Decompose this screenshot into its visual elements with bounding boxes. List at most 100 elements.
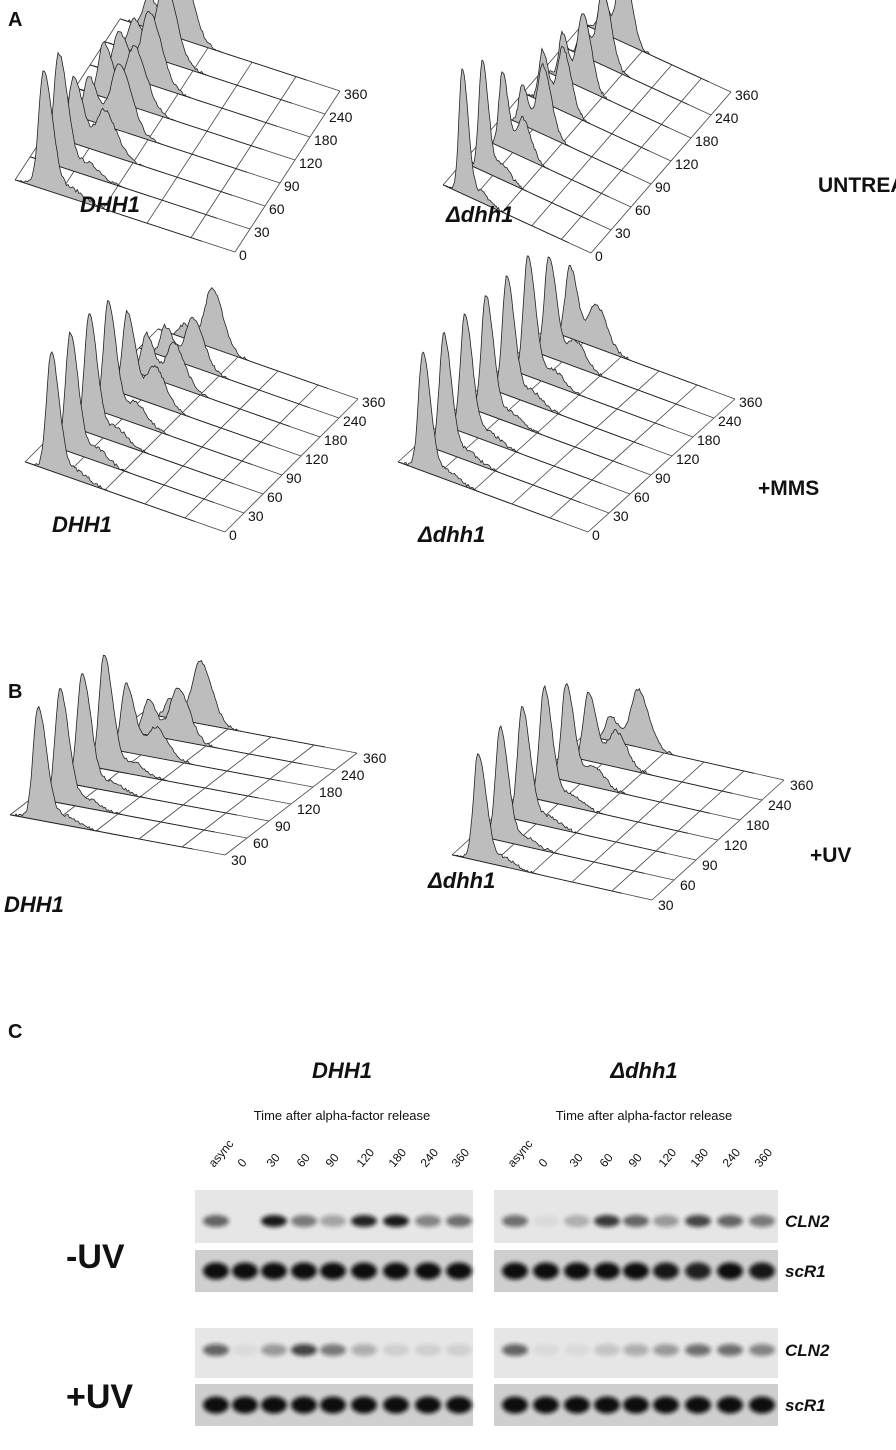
strain-label: Δdhh1 [609, 1058, 677, 1083]
condition-label: +MMS [758, 477, 819, 500]
band [685, 1263, 711, 1280]
band [685, 1344, 711, 1356]
band [446, 1263, 472, 1280]
histogram-stack: 306090120180240360DHH1 [4, 655, 387, 917]
band [383, 1215, 409, 1227]
band [291, 1215, 317, 1227]
time-label: 60 [634, 489, 650, 505]
lane-label: 360 [752, 1145, 776, 1170]
time-label: 0 [592, 527, 600, 543]
lane-label: 120 [354, 1145, 378, 1170]
band [653, 1215, 679, 1227]
band [717, 1397, 743, 1414]
time-label: 180 [697, 432, 721, 448]
lane-label: 90 [323, 1150, 343, 1169]
time-label: 360 [362, 394, 386, 410]
lane-label: 240 [418, 1145, 442, 1170]
lane-label: async [206, 1137, 237, 1170]
band [594, 1263, 620, 1280]
time-label: 360 [363, 750, 387, 766]
band [261, 1215, 287, 1227]
time-label: 0 [595, 248, 603, 264]
time-label: 30 [248, 508, 264, 524]
time-label: 90 [286, 470, 302, 486]
strain-label: DHH1 [80, 192, 140, 217]
time-label: 120 [299, 155, 323, 171]
band [415, 1263, 441, 1280]
panel-label: B [8, 681, 22, 703]
lane-label: 360 [449, 1145, 473, 1170]
time-label: 30 [231, 852, 247, 868]
band [320, 1215, 346, 1227]
band [717, 1263, 743, 1280]
time-label: 30 [658, 897, 674, 913]
band [717, 1344, 743, 1356]
band [502, 1263, 528, 1280]
band [232, 1397, 258, 1414]
lane-label: 120 [656, 1145, 680, 1170]
lane-label: 240 [720, 1145, 744, 1170]
time-label: 120 [305, 451, 329, 467]
band [320, 1263, 346, 1280]
figure: A B C UNTREATED +MMS +UV 030609012018024… [0, 0, 896, 1450]
time-label: 90 [655, 179, 671, 195]
lane-label: 0 [536, 1156, 551, 1170]
band [594, 1344, 620, 1356]
band [415, 1344, 441, 1356]
time-label: 0 [229, 527, 237, 543]
band [594, 1215, 620, 1227]
band [653, 1397, 679, 1414]
time-label: 180 [324, 432, 348, 448]
band [446, 1215, 472, 1227]
band [320, 1344, 346, 1356]
time-label: 60 [635, 202, 651, 218]
time-label: 240 [768, 797, 792, 813]
time-label: 60 [253, 835, 269, 851]
band [415, 1397, 441, 1414]
time-label: 180 [695, 133, 719, 149]
lane-label: 30 [567, 1150, 587, 1169]
band [351, 1397, 377, 1414]
time-label: 120 [297, 801, 321, 817]
panel-label: A [8, 9, 22, 31]
time-label: 90 [275, 818, 291, 834]
band [564, 1215, 590, 1227]
time-label: 180 [746, 817, 770, 833]
band [564, 1263, 590, 1280]
band [623, 1215, 649, 1227]
lane-label: 60 [294, 1150, 314, 1169]
time-label: 90 [702, 857, 718, 873]
band [383, 1263, 409, 1280]
grid-line [588, 399, 735, 532]
time-label: 240 [341, 767, 365, 783]
band [291, 1344, 317, 1356]
time-label: 120 [676, 451, 700, 467]
band [383, 1344, 409, 1356]
band [415, 1215, 441, 1227]
band [749, 1263, 775, 1280]
strain-label: DHH1 [4, 892, 64, 917]
lane-label: 180 [386, 1145, 410, 1170]
lane-label: 0 [235, 1156, 250, 1170]
time-label: 90 [655, 470, 671, 486]
grid-line [225, 399, 358, 532]
band [653, 1344, 679, 1356]
band [564, 1344, 590, 1356]
time-label: 0 [239, 247, 247, 263]
histogram [545, 265, 707, 388]
lane-label: async [505, 1137, 536, 1170]
band [502, 1215, 528, 1227]
band [320, 1397, 346, 1414]
band [261, 1263, 287, 1280]
lane-label: 30 [264, 1150, 284, 1169]
grid-line [235, 91, 340, 252]
histogram-stack: 0306090120180240360Δdhh1 [443, 0, 759, 264]
caption: Time after alpha-factor release [556, 1108, 733, 1123]
band [685, 1397, 711, 1414]
time-label: 120 [724, 837, 748, 853]
lane-label: 90 [626, 1150, 646, 1169]
band [623, 1263, 649, 1280]
